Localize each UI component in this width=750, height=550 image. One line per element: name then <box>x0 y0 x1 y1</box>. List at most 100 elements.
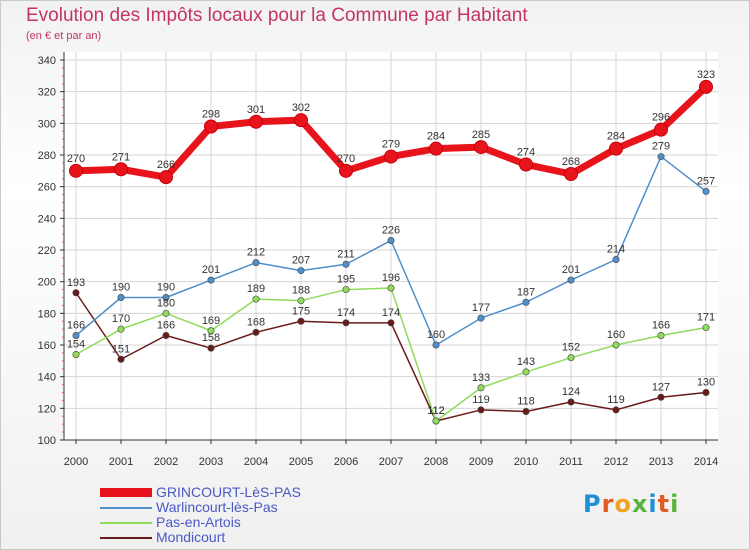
data-label: 188 <box>292 285 310 297</box>
data-point <box>477 314 485 322</box>
legend-item: Warlincourt-lès-Pas <box>100 500 301 515</box>
data-label: 266 <box>157 159 175 171</box>
data-label: 175 <box>292 305 310 317</box>
y-tick-label: 160 <box>38 340 56 352</box>
data-label: 285 <box>472 129 490 141</box>
data-point <box>612 341 620 349</box>
data-point <box>612 255 620 263</box>
logo-letter: i <box>648 490 658 518</box>
data-point <box>567 276 575 284</box>
legend-label: GRINCOURT-LèS-PAS <box>156 484 301 500</box>
data-point <box>477 406 485 414</box>
legend-label: Pas-en-Artois <box>156 514 241 530</box>
data-point <box>342 319 350 327</box>
data-point <box>432 341 440 349</box>
data-label: 302 <box>292 102 310 114</box>
data-point <box>564 167 578 181</box>
data-point <box>294 113 308 128</box>
data-point <box>522 298 530 306</box>
legend-label: Warlincourt-lès-Pas <box>156 499 278 515</box>
y-tick-label: 220 <box>38 245 56 257</box>
data-point <box>477 384 485 392</box>
data-point <box>384 149 398 164</box>
data-label: 160 <box>607 329 625 341</box>
data-point <box>699 79 713 94</box>
data-label: 296 <box>652 112 670 124</box>
data-label: 274 <box>517 147 535 159</box>
data-label: 180 <box>157 297 175 309</box>
data-label: 211 <box>337 248 355 260</box>
data-label: 201 <box>202 264 220 276</box>
data-label: 118 <box>517 396 535 408</box>
legend-swatch <box>100 521 152 524</box>
x-tick-label: 2004 <box>244 456 268 468</box>
data-label: 190 <box>112 282 130 294</box>
data-label: 112 <box>427 405 445 417</box>
data-label: 268 <box>562 156 580 168</box>
data-label: 207 <box>292 255 310 267</box>
chart-legend: GRINCOURT-LèS-PAS Warlincourt-lès-Pas Pas-… <box>100 485 301 545</box>
data-point <box>114 162 128 177</box>
logo-letter: r <box>601 490 615 518</box>
data-point <box>387 319 395 327</box>
data-label: 166 <box>652 320 670 332</box>
legend-swatch <box>100 488 152 497</box>
data-point <box>69 163 83 178</box>
x-tick-label: 2010 <box>514 456 538 468</box>
data-label: 160 <box>427 329 445 341</box>
data-point <box>297 267 305 275</box>
y-tick-label: 140 <box>38 372 56 384</box>
y-tick-label: 340 <box>38 55 56 67</box>
data-point <box>702 388 710 396</box>
data-label: 279 <box>382 139 400 151</box>
data-label: 158 <box>202 332 220 344</box>
x-tick-label: 2005 <box>289 456 313 468</box>
x-tick-label: 2000 <box>64 456 88 468</box>
data-point <box>522 368 530 376</box>
data-point <box>342 260 350 268</box>
data-point <box>117 293 125 301</box>
y-tick-label: 100 <box>38 435 56 447</box>
data-point <box>72 331 80 339</box>
data-label: 168 <box>247 316 265 328</box>
data-label: 284 <box>607 131 625 143</box>
data-label: 177 <box>472 302 490 314</box>
data-label: 171 <box>697 312 715 324</box>
data-label: 226 <box>382 225 400 237</box>
proxiti-logo: Proxiti <box>583 490 679 518</box>
data-point <box>117 355 125 363</box>
data-point <box>252 328 260 336</box>
data-label: 270 <box>337 153 355 165</box>
legend-item: Pas-en-Artois <box>100 515 301 530</box>
data-point <box>702 187 710 195</box>
data-label: 166 <box>157 320 175 332</box>
y-tick-label: 240 <box>38 213 56 225</box>
data-label: 119 <box>607 394 625 406</box>
data-label: 201 <box>562 264 580 276</box>
y-tick-label: 180 <box>38 308 56 320</box>
x-tick-label: 2013 <box>649 456 673 468</box>
data-point <box>612 406 620 414</box>
data-point <box>252 259 260 267</box>
x-tick-label: 2014 <box>694 456 718 468</box>
data-point <box>207 276 215 284</box>
x-tick-label: 2012 <box>604 456 628 468</box>
x-tick-label: 2008 <box>424 456 448 468</box>
chart-title: Evolution des Impôts locaux pour la Comm… <box>26 5 528 26</box>
data-point <box>522 407 530 415</box>
data-point <box>162 309 170 317</box>
logo-letter: i <box>670 490 680 518</box>
data-point <box>657 393 665 401</box>
logo-letter: t <box>657 490 671 518</box>
data-point <box>297 317 305 325</box>
data-label: 279 <box>652 141 670 153</box>
data-label: 196 <box>382 272 400 284</box>
x-tick-label: 2006 <box>334 456 358 468</box>
data-label: 112 <box>427 405 445 417</box>
data-point <box>117 325 125 333</box>
data-point <box>657 331 665 339</box>
data-label: 124 <box>562 386 580 398</box>
data-point <box>519 157 533 172</box>
legend-swatch <box>100 506 152 509</box>
data-label: 152 <box>562 342 580 354</box>
